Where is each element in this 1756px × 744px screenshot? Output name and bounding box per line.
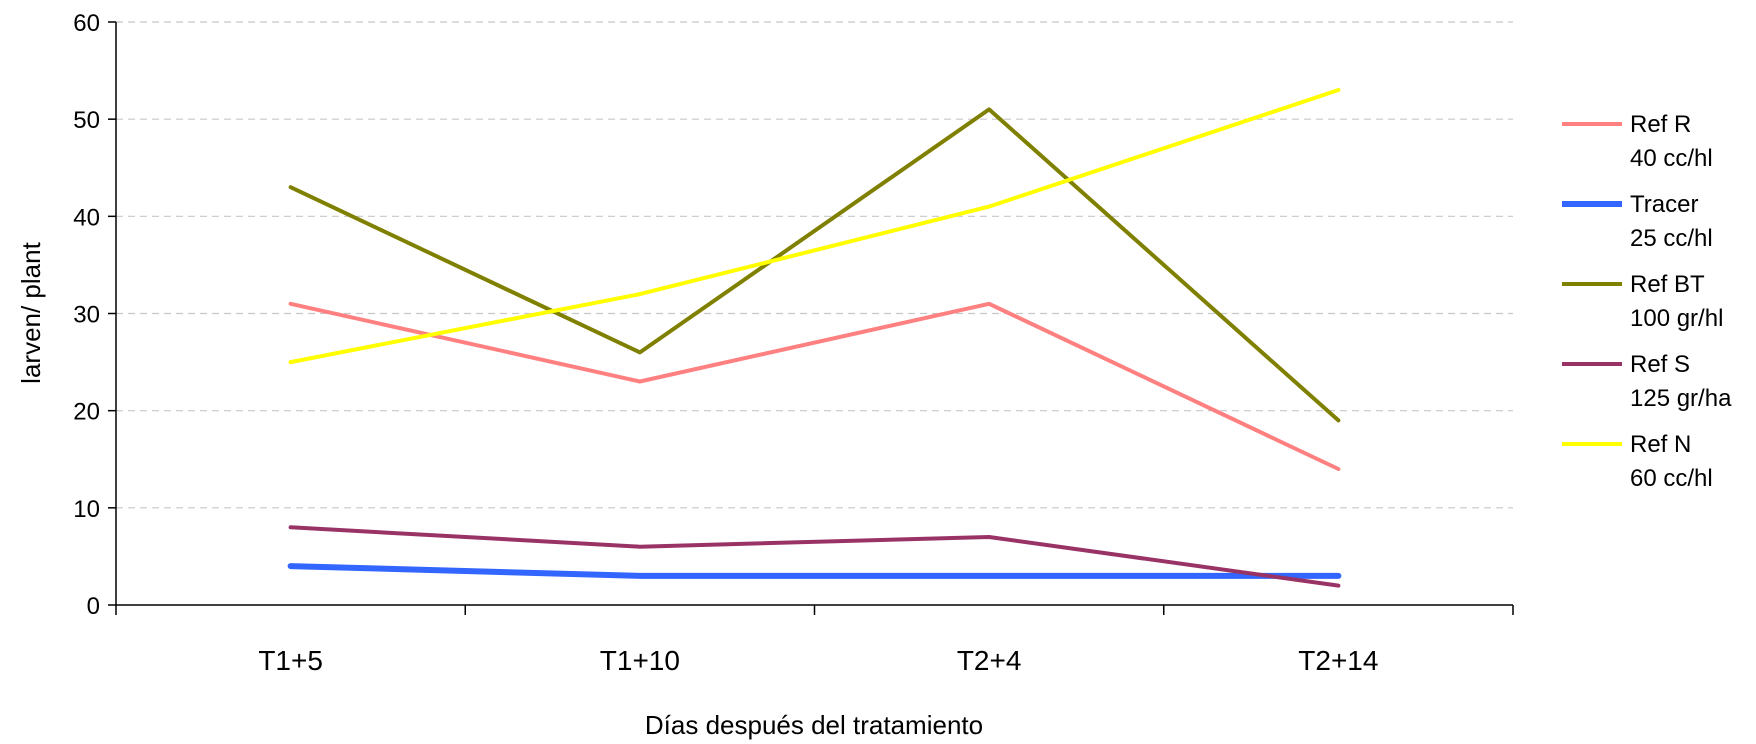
data-point (639, 351, 641, 353)
data-point (639, 293, 641, 295)
series-line-4 (288, 88, 1341, 365)
data-point (1337, 419, 1339, 421)
data-point (290, 186, 292, 188)
gridlines (116, 21, 1513, 509)
series-lines (287, 88, 1342, 588)
legend-label: Ref N (1630, 431, 1691, 458)
data-point (639, 546, 641, 548)
legend-label-line2: 25 cc/hl (1630, 225, 1713, 252)
legend: Ref R 40 cc/hl Tracer 25 cc/hl Ref BT 100 gr/… (1562, 111, 1732, 492)
y-tick-label: 20 (73, 399, 100, 426)
y-tick-label: 10 (73, 496, 100, 523)
legend-label: Ref S (1630, 351, 1690, 378)
data-point (988, 303, 990, 305)
y-tick-label: 60 (73, 10, 100, 37)
y-tick-labels: 0 10 20 30 40 50 60 (73, 10, 116, 620)
legend-label-line2: 40 cc/hl (1630, 145, 1713, 172)
data-point (639, 575, 641, 577)
y-axis-title: larven/ plant (16, 241, 46, 383)
legend-label: Tracer (1630, 191, 1698, 218)
legend-item: Ref R 40 cc/hl (1562, 111, 1713, 172)
y-tick-label: 30 (73, 302, 100, 329)
data-point (290, 526, 292, 528)
data-point (1337, 468, 1339, 470)
series-line-1 (287, 563, 1342, 579)
legend-label: Ref BT (1630, 271, 1705, 298)
y-tick-label: 40 (73, 204, 100, 231)
x-tick-label: T2+14 (1298, 645, 1378, 676)
legend-label-line2: 100 gr/hl (1630, 305, 1723, 332)
data-point (988, 108, 990, 110)
data-point (1337, 89, 1339, 91)
data-point (639, 381, 641, 383)
series-line-2 (288, 107, 1341, 423)
x-axis-title: Días después del tratamiento (645, 710, 983, 740)
y-tick-label: 0 (87, 593, 100, 620)
x-tick-label: T1+5 (258, 645, 323, 676)
legend-item: Ref BT 100 gr/hl (1562, 271, 1723, 332)
data-point (1337, 575, 1339, 577)
x-tick-label: T2+4 (957, 645, 1022, 676)
series-line-3 (288, 525, 1341, 588)
data-point (988, 536, 990, 538)
legend-item: Ref N 60 cc/hl (1562, 431, 1713, 492)
data-point (988, 575, 990, 577)
x-tick-label: T1+10 (600, 645, 680, 676)
data-point (290, 361, 292, 363)
legend-label-line2: 125 gr/ha (1630, 385, 1732, 412)
data-point (988, 206, 990, 208)
legend-label: Ref R (1630, 111, 1691, 138)
data-point (290, 565, 292, 567)
legend-item: Tracer 25 cc/hl (1562, 191, 1713, 252)
y-tick-label: 50 (73, 107, 100, 134)
legend-item: Ref S 125 gr/ha (1562, 351, 1732, 412)
data-point (1337, 585, 1339, 587)
legend-label-line2: 60 cc/hl (1630, 465, 1713, 492)
series-line-0 (288, 301, 1341, 471)
data-point (290, 303, 292, 305)
x-tick-labels: T1+5 T1+10 T2+4 T2+14 (115, 605, 1514, 676)
